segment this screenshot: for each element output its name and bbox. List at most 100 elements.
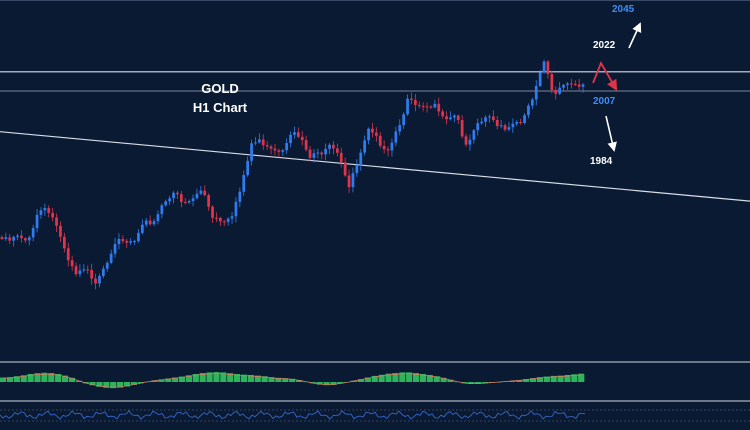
candle-body [207, 195, 211, 207]
chart-title: GOLD [201, 81, 239, 96]
histogram-bar [13, 376, 20, 382]
histogram-bar [261, 376, 268, 382]
histogram-bar [406, 372, 413, 382]
candle-body [484, 117, 487, 122]
histogram-bar [447, 379, 454, 382]
candles [0, 59, 585, 290]
candle-body [351, 173, 355, 188]
candle-body [183, 201, 187, 203]
candle-body [121, 239, 125, 241]
histogram-bar [137, 382, 144, 384]
level-label-2007: 2007 [593, 96, 616, 107]
histogram-bar [412, 373, 420, 382]
candle-body [542, 61, 546, 73]
histogram-bar [509, 380, 516, 382]
histogram-bar [364, 377, 371, 382]
histogram-bar [282, 378, 289, 382]
candle-body [281, 150, 285, 152]
candle-body [257, 139, 261, 143]
candle-body [488, 116, 491, 118]
candle-body [433, 103, 437, 108]
histogram-bar [61, 375, 69, 382]
candle-body [164, 201, 168, 206]
candle-body [530, 99, 534, 106]
candle-body [168, 198, 172, 202]
candle-body [410, 98, 413, 101]
histogram-bar [199, 373, 206, 382]
candle-body [566, 83, 569, 85]
candle-body [335, 148, 339, 153]
candle-body [300, 136, 304, 141]
histogram-bar [316, 382, 323, 385]
histogram-bar [268, 377, 275, 382]
candle-body [51, 212, 55, 218]
candle-body [246, 160, 250, 176]
level-label-2022: 2022 [593, 40, 616, 51]
histogram-bar [481, 382, 488, 384]
candle-body [211, 206, 214, 218]
candle-body [277, 150, 281, 152]
candle-body [343, 162, 347, 176]
candle-body [20, 235, 23, 239]
candle-body [527, 105, 530, 116]
histogram-bar [426, 374, 433, 382]
candle-body [519, 122, 523, 124]
candle-body [425, 106, 429, 108]
candle-body [12, 236, 16, 241]
histogram-bar [234, 374, 241, 382]
candle-body [390, 142, 394, 151]
histogram-bar [433, 376, 440, 382]
candle-body [234, 201, 238, 217]
candle-body [332, 144, 335, 149]
histogram-bar [220, 372, 227, 382]
candle-body [66, 248, 70, 261]
candle-body [316, 152, 320, 154]
candle-body [179, 194, 183, 202]
candle-body [573, 83, 577, 85]
candle-body [449, 117, 452, 120]
histogram-bar [557, 375, 564, 382]
candle-body [328, 144, 331, 149]
candle-body [367, 128, 370, 141]
candle-body [105, 262, 109, 269]
chart-subtitle: H1 Chart [192, 100, 248, 115]
histogram-bar [392, 373, 399, 382]
candle-body [441, 111, 445, 117]
histogram-bar [206, 372, 213, 382]
candle-body [289, 134, 292, 144]
candle-body [82, 269, 86, 271]
candle-body [218, 217, 222, 222]
candle-body [402, 114, 406, 126]
candle-body [133, 241, 136, 243]
candle-body [70, 260, 74, 267]
histogram-bar [529, 378, 537, 382]
candle-body [273, 148, 277, 151]
candle-body [238, 191, 242, 202]
histogram-bar [254, 375, 261, 382]
histogram-bar [240, 374, 248, 382]
histogram-bar [55, 374, 62, 382]
histogram-bar [468, 382, 475, 384]
candle-body [382, 145, 386, 150]
candle-body [148, 220, 152, 225]
candle-body [16, 235, 19, 237]
candle-body [562, 84, 565, 88]
candle-body [113, 244, 117, 254]
histogram-bar [158, 379, 165, 382]
candle-body [534, 85, 538, 100]
histogram-bar [440, 377, 447, 382]
candle-body [265, 145, 269, 147]
candle-body [507, 127, 511, 130]
candle-body [398, 125, 402, 132]
candle-body [429, 106, 433, 108]
histogram-bar [151, 380, 158, 382]
histogram-bar [247, 374, 254, 382]
histogram-bar [419, 374, 427, 382]
candle-body [554, 89, 558, 94]
candle-body [0, 237, 4, 239]
histogram-bar [68, 377, 76, 382]
candle-body [293, 132, 296, 135]
histogram-bar [185, 375, 193, 382]
histogram-bar [385, 373, 392, 382]
